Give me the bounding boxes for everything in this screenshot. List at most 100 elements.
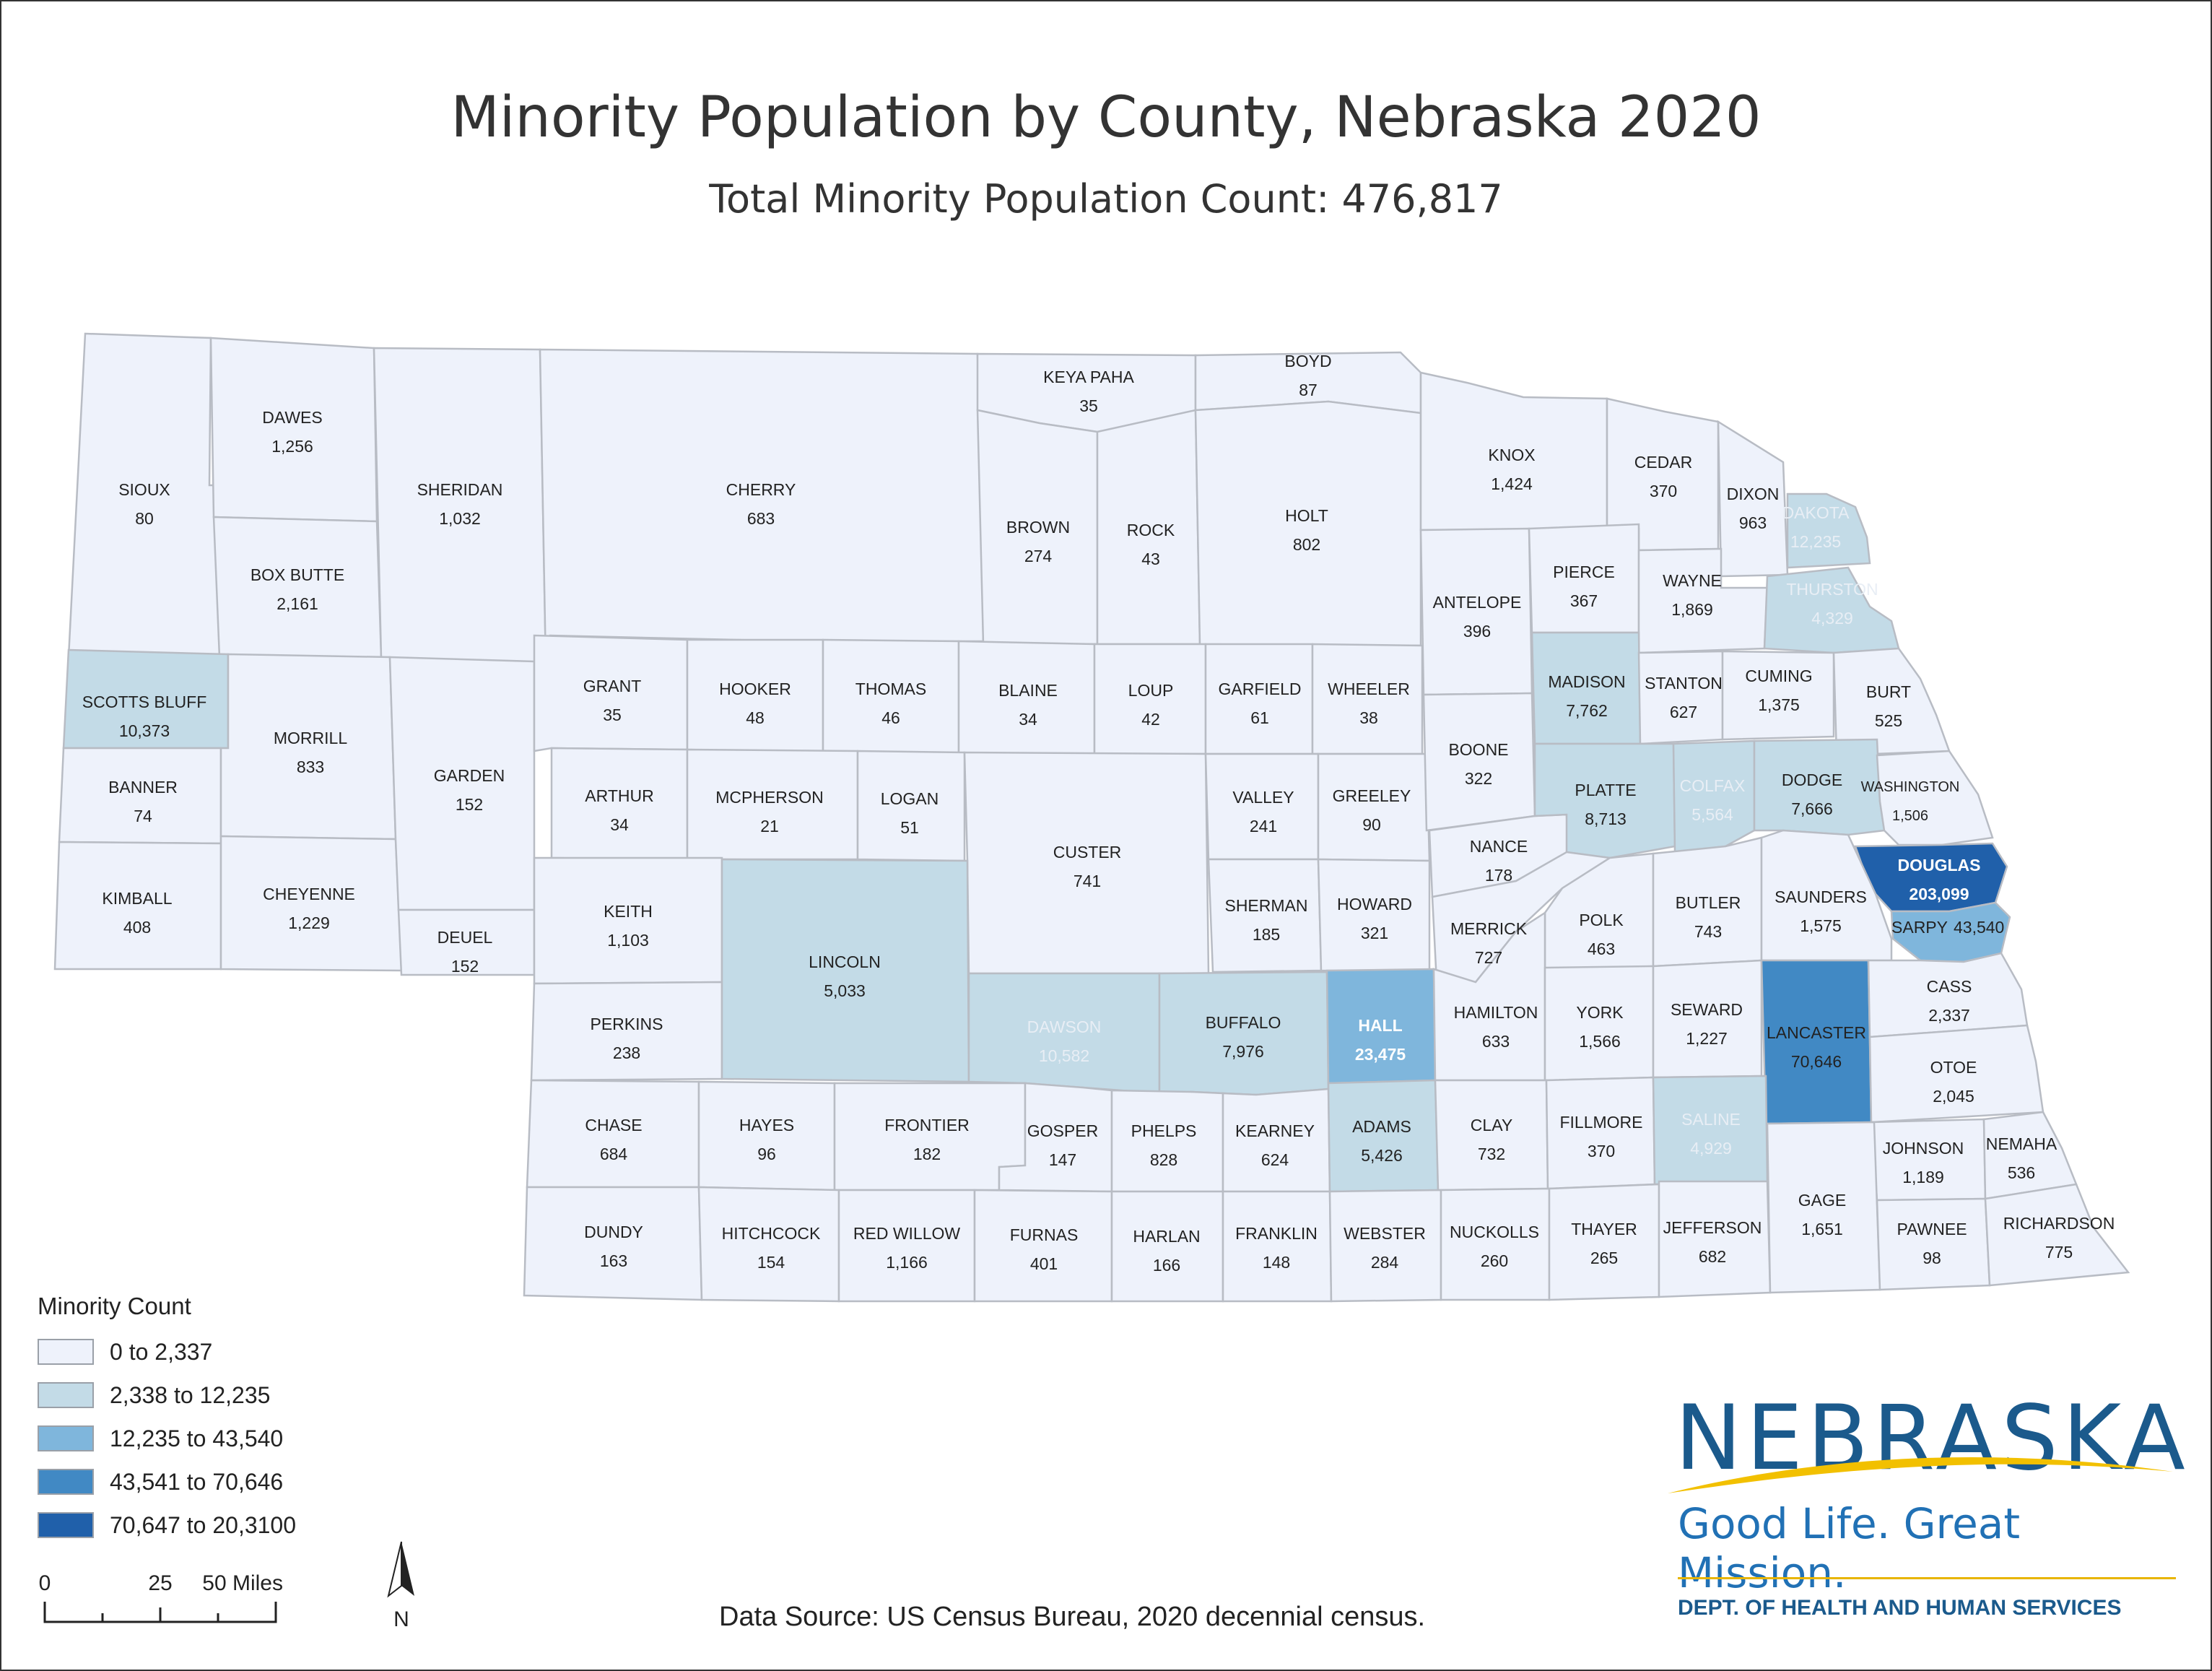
county-frontier bbox=[833, 1082, 1027, 1192]
county-count-cherry: 683 bbox=[747, 509, 775, 528]
county-count-nemaha: 536 bbox=[2008, 1163, 2035, 1182]
dhhs-logo: NEBRASKA Good Life. Great Mission. DEPT.… bbox=[1668, 1386, 2187, 1632]
county-dundy bbox=[523, 1186, 703, 1301]
county-count-kearney: 624 bbox=[1261, 1150, 1289, 1169]
county-label-thomas: THOMAS bbox=[855, 680, 926, 698]
county-count-hayes: 96 bbox=[757, 1145, 776, 1163]
county-label-butler: BUTLER bbox=[1676, 893, 1741, 912]
county-label-douglas: DOUGLAS bbox=[1898, 856, 1981, 874]
county-count-logan: 51 bbox=[900, 818, 919, 837]
county-label-antelope: ANTELOPE bbox=[1433, 593, 1522, 612]
county-greeley bbox=[1317, 752, 1431, 862]
county-custer bbox=[963, 751, 1210, 975]
county-label-banner: BANNER bbox=[108, 778, 178, 797]
county-count-mcpherson: 21 bbox=[760, 817, 779, 836]
county-label-chase: CHASE bbox=[585, 1116, 642, 1134]
county-buffalo bbox=[1158, 971, 1330, 1096]
county-label-howard: HOWARD bbox=[1337, 895, 1412, 913]
north-label: N bbox=[393, 1607, 409, 1631]
map-title: Minority Population by County, Nebraska … bbox=[450, 85, 1762, 150]
county-label-hitchcock: HITCHCOCK bbox=[722, 1224, 821, 1243]
logo-department: DEPT. OF HEALTH AND HUMAN SERVICES bbox=[1678, 1596, 2122, 1620]
scale-tick-label: 25 bbox=[148, 1571, 172, 1595]
legend-swatch bbox=[38, 1425, 94, 1451]
legend-item: 2,338 to 12,235 bbox=[38, 1373, 296, 1417]
county-label-nuckolls: NUCKOLLS bbox=[1450, 1223, 1539, 1241]
county-howard bbox=[1317, 858, 1431, 973]
legend-item: 12,235 to 43,540 bbox=[38, 1417, 296, 1460]
county-thayer bbox=[1548, 1183, 1660, 1301]
county-count-holt: 802 bbox=[1293, 535, 1320, 554]
legend-title: Minority Count bbox=[38, 1293, 191, 1319]
county-count-cedar: 370 bbox=[1650, 482, 1677, 500]
county-count-garfield: 61 bbox=[1250, 708, 1269, 727]
county-seward bbox=[1652, 959, 1763, 1079]
county-count-phelps: 828 bbox=[1150, 1150, 1177, 1169]
county-label-wayne: WAYNE bbox=[1663, 571, 1722, 590]
county-count-franklin: 148 bbox=[1263, 1253, 1290, 1272]
county-count-nance: 178 bbox=[1485, 866, 1512, 885]
county-count-blaine: 34 bbox=[1019, 710, 1037, 729]
county-count-stanton: 627 bbox=[1670, 703, 1697, 721]
county-label-kearney: KEARNEY bbox=[1235, 1121, 1315, 1140]
north-arrow-icon: N bbox=[387, 1541, 414, 1631]
county-count-merrick: 727 bbox=[1475, 948, 1502, 967]
county-label-nemaha: NEMAHA bbox=[1986, 1134, 2058, 1153]
county-otoe bbox=[1868, 1024, 2045, 1124]
county-count-scotts-bluff: 10,373 bbox=[119, 721, 170, 740]
county-label-morrill: MORRILL bbox=[274, 729, 347, 747]
county-count-red-willow: 1,166 bbox=[886, 1253, 928, 1272]
county-antelope bbox=[1419, 527, 1533, 696]
county-count-gage: 1,651 bbox=[1801, 1220, 1843, 1238]
county-count-richardson: 775 bbox=[2045, 1243, 2073, 1262]
county-keith bbox=[533, 856, 723, 985]
county-label-hall: HALL bbox=[1358, 1016, 1402, 1035]
county-count-lancaster: 70,646 bbox=[1791, 1052, 1842, 1071]
county-label-sarpy: SARPY bbox=[1891, 918, 1948, 937]
county-label-grant: GRANT bbox=[583, 677, 642, 695]
county-label-madison: MADISON bbox=[1548, 672, 1625, 691]
legend-label: 0 to 2,337 bbox=[110, 1338, 213, 1365]
scale-tick-label: 50 Miles bbox=[202, 1571, 283, 1595]
legend-label: 43,541 to 70,646 bbox=[110, 1468, 284, 1495]
legend-label: 2,338 to 12,235 bbox=[110, 1381, 271, 1408]
county-count-furnas: 401 bbox=[1030, 1254, 1058, 1273]
county-label-seward: SEWARD bbox=[1671, 1000, 1743, 1019]
county-dodge bbox=[1753, 738, 1886, 836]
county-label-boone: BOONE bbox=[1448, 740, 1508, 759]
county-label-gosper: GOSPER bbox=[1027, 1121, 1098, 1140]
county-label-thayer: THAYER bbox=[1571, 1220, 1637, 1238]
legend-label: 12,235 to 43,540 bbox=[110, 1425, 284, 1451]
county-label-saline: SALINE bbox=[1681, 1110, 1741, 1129]
legend-item: 43,541 to 70,646 bbox=[38, 1460, 296, 1503]
county-label-red-willow: RED WILLOW bbox=[853, 1224, 961, 1243]
county-count-webster: 284 bbox=[1371, 1253, 1399, 1272]
county-count-thurston: 4,329 bbox=[1811, 609, 1853, 628]
county-label-perkins: PERKINS bbox=[591, 1015, 663, 1033]
county-count-custer: 741 bbox=[1074, 872, 1101, 890]
county-label-dakota: DAKOTA bbox=[1782, 503, 1850, 522]
county-label-deuel: DEUEL bbox=[437, 928, 493, 947]
county-label-cass: CASS bbox=[1927, 977, 1972, 996]
county-label-burt: BURT bbox=[1866, 682, 1911, 701]
county-count-cheyenne: 1,229 bbox=[288, 913, 330, 932]
county-count-burt: 525 bbox=[1875, 711, 1902, 730]
county-count-harlan: 166 bbox=[1153, 1256, 1180, 1275]
county-label-frontier: FRONTIER bbox=[884, 1116, 970, 1134]
county-count-thomas: 46 bbox=[881, 708, 900, 727]
county-count-dawson: 10,582 bbox=[1039, 1046, 1089, 1065]
county-count-dixon: 963 bbox=[1739, 513, 1767, 532]
county-label-kimball: KIMBALL bbox=[102, 889, 172, 908]
county-count-adams: 5,426 bbox=[1361, 1146, 1403, 1165]
legend-swatch bbox=[38, 1339, 94, 1365]
county-label-lincoln: LINCOLN bbox=[809, 952, 881, 971]
county-dawes bbox=[209, 337, 378, 523]
county-label-keith: KEITH bbox=[604, 902, 653, 921]
county-count-deuel: 152 bbox=[451, 957, 479, 976]
county-kearney bbox=[1222, 1088, 1331, 1193]
county-washington bbox=[1876, 750, 1994, 846]
county-count-box-butte: 2,161 bbox=[276, 594, 318, 613]
county-count-sherman: 185 bbox=[1253, 925, 1280, 944]
county-label-cheyenne: CHEYENNE bbox=[263, 885, 355, 903]
